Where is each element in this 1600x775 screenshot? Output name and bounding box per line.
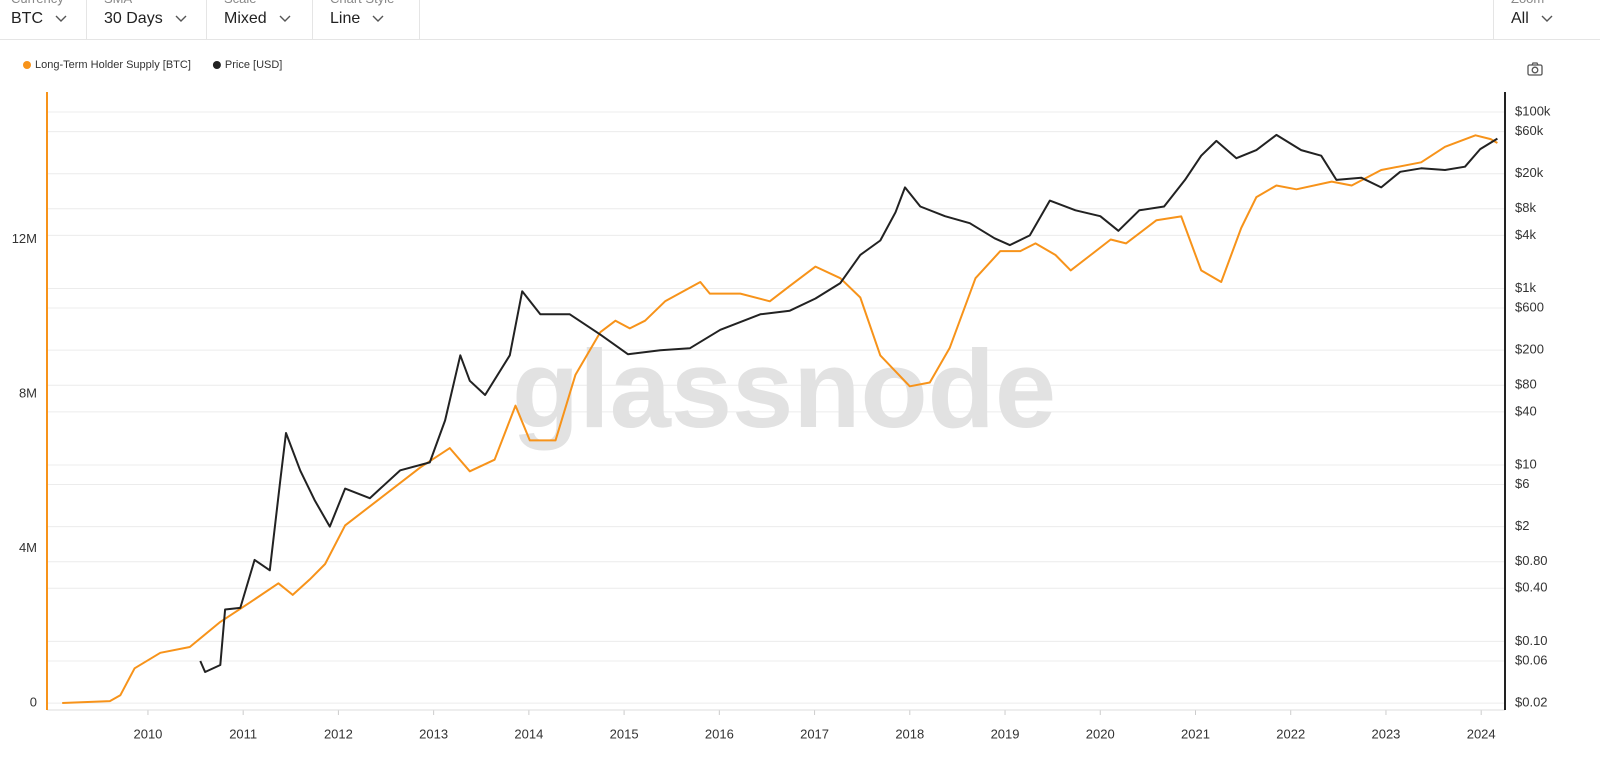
y2-tick-label: $1k bbox=[1515, 280, 1536, 295]
y2-tick-label: $600 bbox=[1515, 299, 1544, 314]
x-tick-label: 2014 bbox=[514, 726, 543, 741]
chevron bbox=[55, 15, 67, 22]
x-tick-label: 2022 bbox=[1276, 726, 1305, 741]
x-tick-label: 2023 bbox=[1371, 726, 1400, 741]
x-tick-label: 2019 bbox=[991, 726, 1020, 741]
y2-tick-label: $2 bbox=[1515, 518, 1529, 533]
dropdown-label: Scale bbox=[224, 0, 257, 6]
dropdown-value: Line bbox=[330, 10, 361, 27]
dropdown-value: BTC bbox=[11, 10, 43, 27]
x-tick-label: 2012 bbox=[324, 726, 353, 741]
x-tick-label: 2011 bbox=[229, 726, 257, 741]
y2-tick-label: $4k bbox=[1515, 227, 1536, 242]
toolbar: Currency BTC SMA 30 Days Scale Mixed Chart Sty… bbox=[0, 0, 1600, 40]
series-line bbox=[199, 133, 1498, 673]
y2-tick-label: $6 bbox=[1515, 476, 1529, 491]
x-tick-label: 2018 bbox=[895, 726, 924, 741]
x-tick-label: 2024 bbox=[1467, 726, 1496, 741]
y2-tick-label: $40 bbox=[1515, 403, 1537, 418]
y2-tick-label: $100k bbox=[1515, 103, 1551, 118]
dropdown-label: Chart Style bbox=[330, 0, 394, 6]
dropdown-label: Zoom bbox=[1511, 0, 1544, 6]
dropdown[interactable]: Zoom All bbox=[1493, 0, 1600, 39]
chevron bbox=[372, 15, 384, 22]
dropdown[interactable]: Scale Mixed bbox=[207, 0, 313, 39]
dropdown-value: 30 Days bbox=[104, 10, 163, 27]
dropdown-value: All bbox=[1511, 10, 1529, 27]
legend-label: Price [USD] bbox=[225, 59, 282, 71]
y2-tick-label: $0.06 bbox=[1515, 652, 1548, 667]
x-tick-label: 2020 bbox=[1086, 726, 1115, 741]
y2-tick-label: $0.40 bbox=[1515, 580, 1548, 595]
y2-tick-label: $200 bbox=[1515, 342, 1544, 357]
watermark: glassnode bbox=[512, 328, 1056, 451]
chevron bbox=[279, 15, 291, 22]
series-line bbox=[62, 134, 1498, 704]
chevron bbox=[1541, 15, 1553, 22]
y-tick-label: 12M bbox=[12, 231, 37, 246]
x-tick-label: 2015 bbox=[610, 726, 639, 741]
y2-tick-label: $80 bbox=[1515, 377, 1537, 392]
x-tick-label: 2017 bbox=[800, 726, 829, 741]
y2-tick-label: $0.80 bbox=[1515, 553, 1548, 568]
dropdown-label: Currency bbox=[11, 0, 64, 6]
legend-label: Long-Term Holder Supply [BTC] bbox=[35, 59, 191, 71]
x-tick-label: 2021 bbox=[1181, 726, 1210, 741]
x-tick-label: 2013 bbox=[419, 726, 448, 741]
y2-tick-label: $0.02 bbox=[1515, 695, 1548, 710]
dropdown-label: SMA bbox=[104, 0, 132, 6]
dropdown-value: Mixed bbox=[224, 10, 267, 27]
y2-tick-label: $0.10 bbox=[1515, 633, 1548, 648]
y2-tick-label: $60k bbox=[1515, 123, 1544, 138]
chevron bbox=[175, 15, 187, 22]
x-tick-label: 2010 bbox=[133, 726, 162, 741]
y2-tick-label: $20k bbox=[1515, 165, 1544, 180]
dropdown[interactable]: Chart Style Line bbox=[313, 0, 420, 39]
x-tick-label: 2016 bbox=[705, 726, 734, 741]
dropdown[interactable]: SMA 30 Days bbox=[87, 0, 207, 39]
y2-tick-label: $8k bbox=[1515, 200, 1536, 215]
camera-icon[interactable] bbox=[1527, 62, 1543, 76]
legend-swatch bbox=[23, 61, 31, 69]
y-tick-label: 8M bbox=[19, 385, 37, 400]
y-tick-label: 0 bbox=[30, 694, 37, 709]
y2-tick-label: $10 bbox=[1515, 456, 1537, 471]
y-tick-label: 4M bbox=[19, 540, 37, 555]
legend-swatch bbox=[212, 61, 221, 69]
dropdown[interactable]: Currency BTC bbox=[0, 0, 87, 39]
